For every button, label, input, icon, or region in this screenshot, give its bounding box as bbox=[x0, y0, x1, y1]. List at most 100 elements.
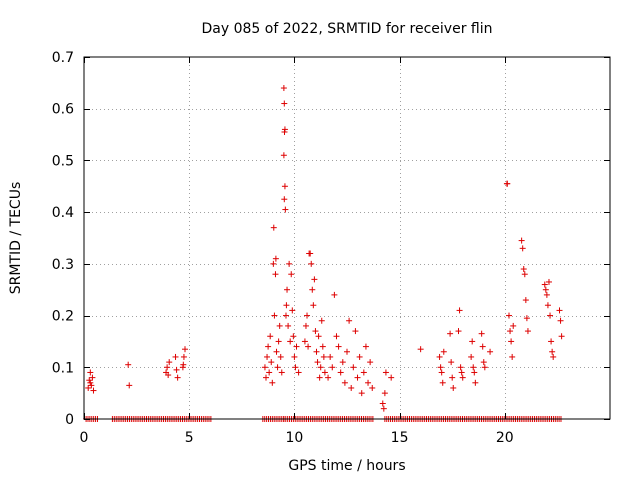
data-point bbox=[449, 374, 456, 381]
data-point bbox=[519, 245, 526, 252]
x-tick-label: 5 bbox=[185, 430, 194, 446]
data-point bbox=[295, 369, 302, 376]
data-point bbox=[509, 353, 516, 360]
data-point bbox=[548, 338, 555, 345]
y-axis-label: SRMTID / TECUs bbox=[8, 182, 24, 295]
data-point bbox=[282, 312, 289, 319]
data-point bbox=[292, 364, 299, 371]
data-point bbox=[550, 353, 557, 360]
data-point bbox=[305, 343, 312, 350]
data-point bbox=[381, 390, 388, 397]
data-point bbox=[87, 379, 94, 386]
data-point bbox=[356, 353, 363, 360]
data-point bbox=[270, 260, 277, 267]
data-point bbox=[281, 196, 288, 203]
data-point bbox=[87, 369, 94, 376]
data-point bbox=[320, 353, 327, 360]
data-point bbox=[545, 278, 552, 285]
data-point bbox=[287, 338, 294, 345]
y-tick-label: 0 bbox=[65, 412, 74, 428]
data-point bbox=[547, 312, 554, 319]
x-axis-label: GPS time / hours bbox=[288, 458, 405, 474]
data-point bbox=[440, 348, 447, 355]
y-tick-label: 0.1 bbox=[52, 360, 74, 376]
data-point bbox=[165, 372, 172, 379]
data-point bbox=[549, 348, 556, 355]
data-point bbox=[269, 379, 276, 386]
data-point bbox=[468, 353, 475, 360]
grid-lines bbox=[84, 57, 610, 419]
data-point bbox=[450, 384, 457, 391]
data-point bbox=[272, 255, 279, 262]
y-tick-label: 0.5 bbox=[52, 153, 74, 169]
data-point bbox=[283, 302, 290, 309]
data-point bbox=[293, 343, 300, 350]
data-point bbox=[521, 271, 528, 278]
data-point bbox=[344, 348, 350, 355]
data-point bbox=[456, 307, 463, 314]
data-point bbox=[180, 361, 187, 368]
data-point bbox=[173, 366, 180, 373]
data-point bbox=[367, 359, 374, 366]
y-tick-label: 0.2 bbox=[52, 309, 74, 325]
data-point bbox=[520, 266, 527, 273]
data-point bbox=[459, 374, 466, 381]
data-point bbox=[478, 330, 485, 337]
data-point bbox=[508, 338, 515, 345]
data-point bbox=[437, 364, 444, 371]
data-point bbox=[471, 369, 478, 376]
data-point bbox=[304, 312, 311, 319]
data-point bbox=[470, 364, 477, 371]
data-point bbox=[504, 180, 511, 187]
data-point bbox=[339, 359, 346, 366]
data-point bbox=[455, 328, 462, 335]
x-tick-label: 0 bbox=[80, 430, 89, 446]
data-point bbox=[272, 271, 279, 278]
data-point bbox=[507, 328, 514, 335]
data-point bbox=[301, 338, 308, 345]
data-point bbox=[280, 152, 287, 159]
data-point bbox=[281, 128, 288, 135]
data-point bbox=[352, 328, 359, 335]
data-point bbox=[88, 382, 95, 389]
data-point bbox=[273, 348, 280, 355]
data-point bbox=[448, 359, 455, 366]
data-point bbox=[318, 317, 325, 324]
data-point bbox=[469, 338, 476, 345]
axis-ticks: 0 0.1 0.2 0.3 0.4 0.5 0.6 0.7 0 5 10 15 20 bbox=[52, 50, 610, 446]
data-point bbox=[557, 317, 564, 324]
data-point bbox=[302, 322, 309, 329]
data-point bbox=[518, 237, 525, 244]
data-point bbox=[274, 364, 281, 371]
data-point bbox=[348, 384, 355, 391]
data-point bbox=[365, 379, 372, 386]
data-point bbox=[268, 359, 275, 366]
data-point bbox=[458, 369, 465, 376]
data-point bbox=[522, 297, 529, 304]
data-point bbox=[544, 302, 551, 309]
y-tick-label: 0.7 bbox=[52, 50, 74, 66]
data-point bbox=[286, 260, 293, 267]
data-point bbox=[275, 338, 282, 345]
data-point bbox=[264, 353, 271, 360]
data-point bbox=[329, 364, 336, 371]
data-point bbox=[261, 364, 268, 371]
data-point bbox=[436, 353, 443, 360]
data-point bbox=[278, 369, 285, 376]
data-point bbox=[439, 379, 446, 386]
data-point bbox=[90, 387, 97, 394]
plot-frame bbox=[83, 56, 611, 420]
data-point bbox=[354, 374, 361, 381]
data-point bbox=[362, 343, 369, 350]
x-tick-label: 20 bbox=[496, 430, 514, 446]
data-point bbox=[309, 286, 316, 293]
data-point bbox=[125, 361, 132, 368]
data-point bbox=[369, 384, 376, 391]
data-points bbox=[83, 85, 565, 422]
data-point bbox=[180, 353, 187, 360]
y-tick-label: 0.3 bbox=[52, 257, 74, 273]
data-point bbox=[317, 364, 324, 371]
data-point bbox=[270, 224, 277, 231]
data-point bbox=[333, 333, 340, 340]
data-point bbox=[281, 100, 288, 107]
